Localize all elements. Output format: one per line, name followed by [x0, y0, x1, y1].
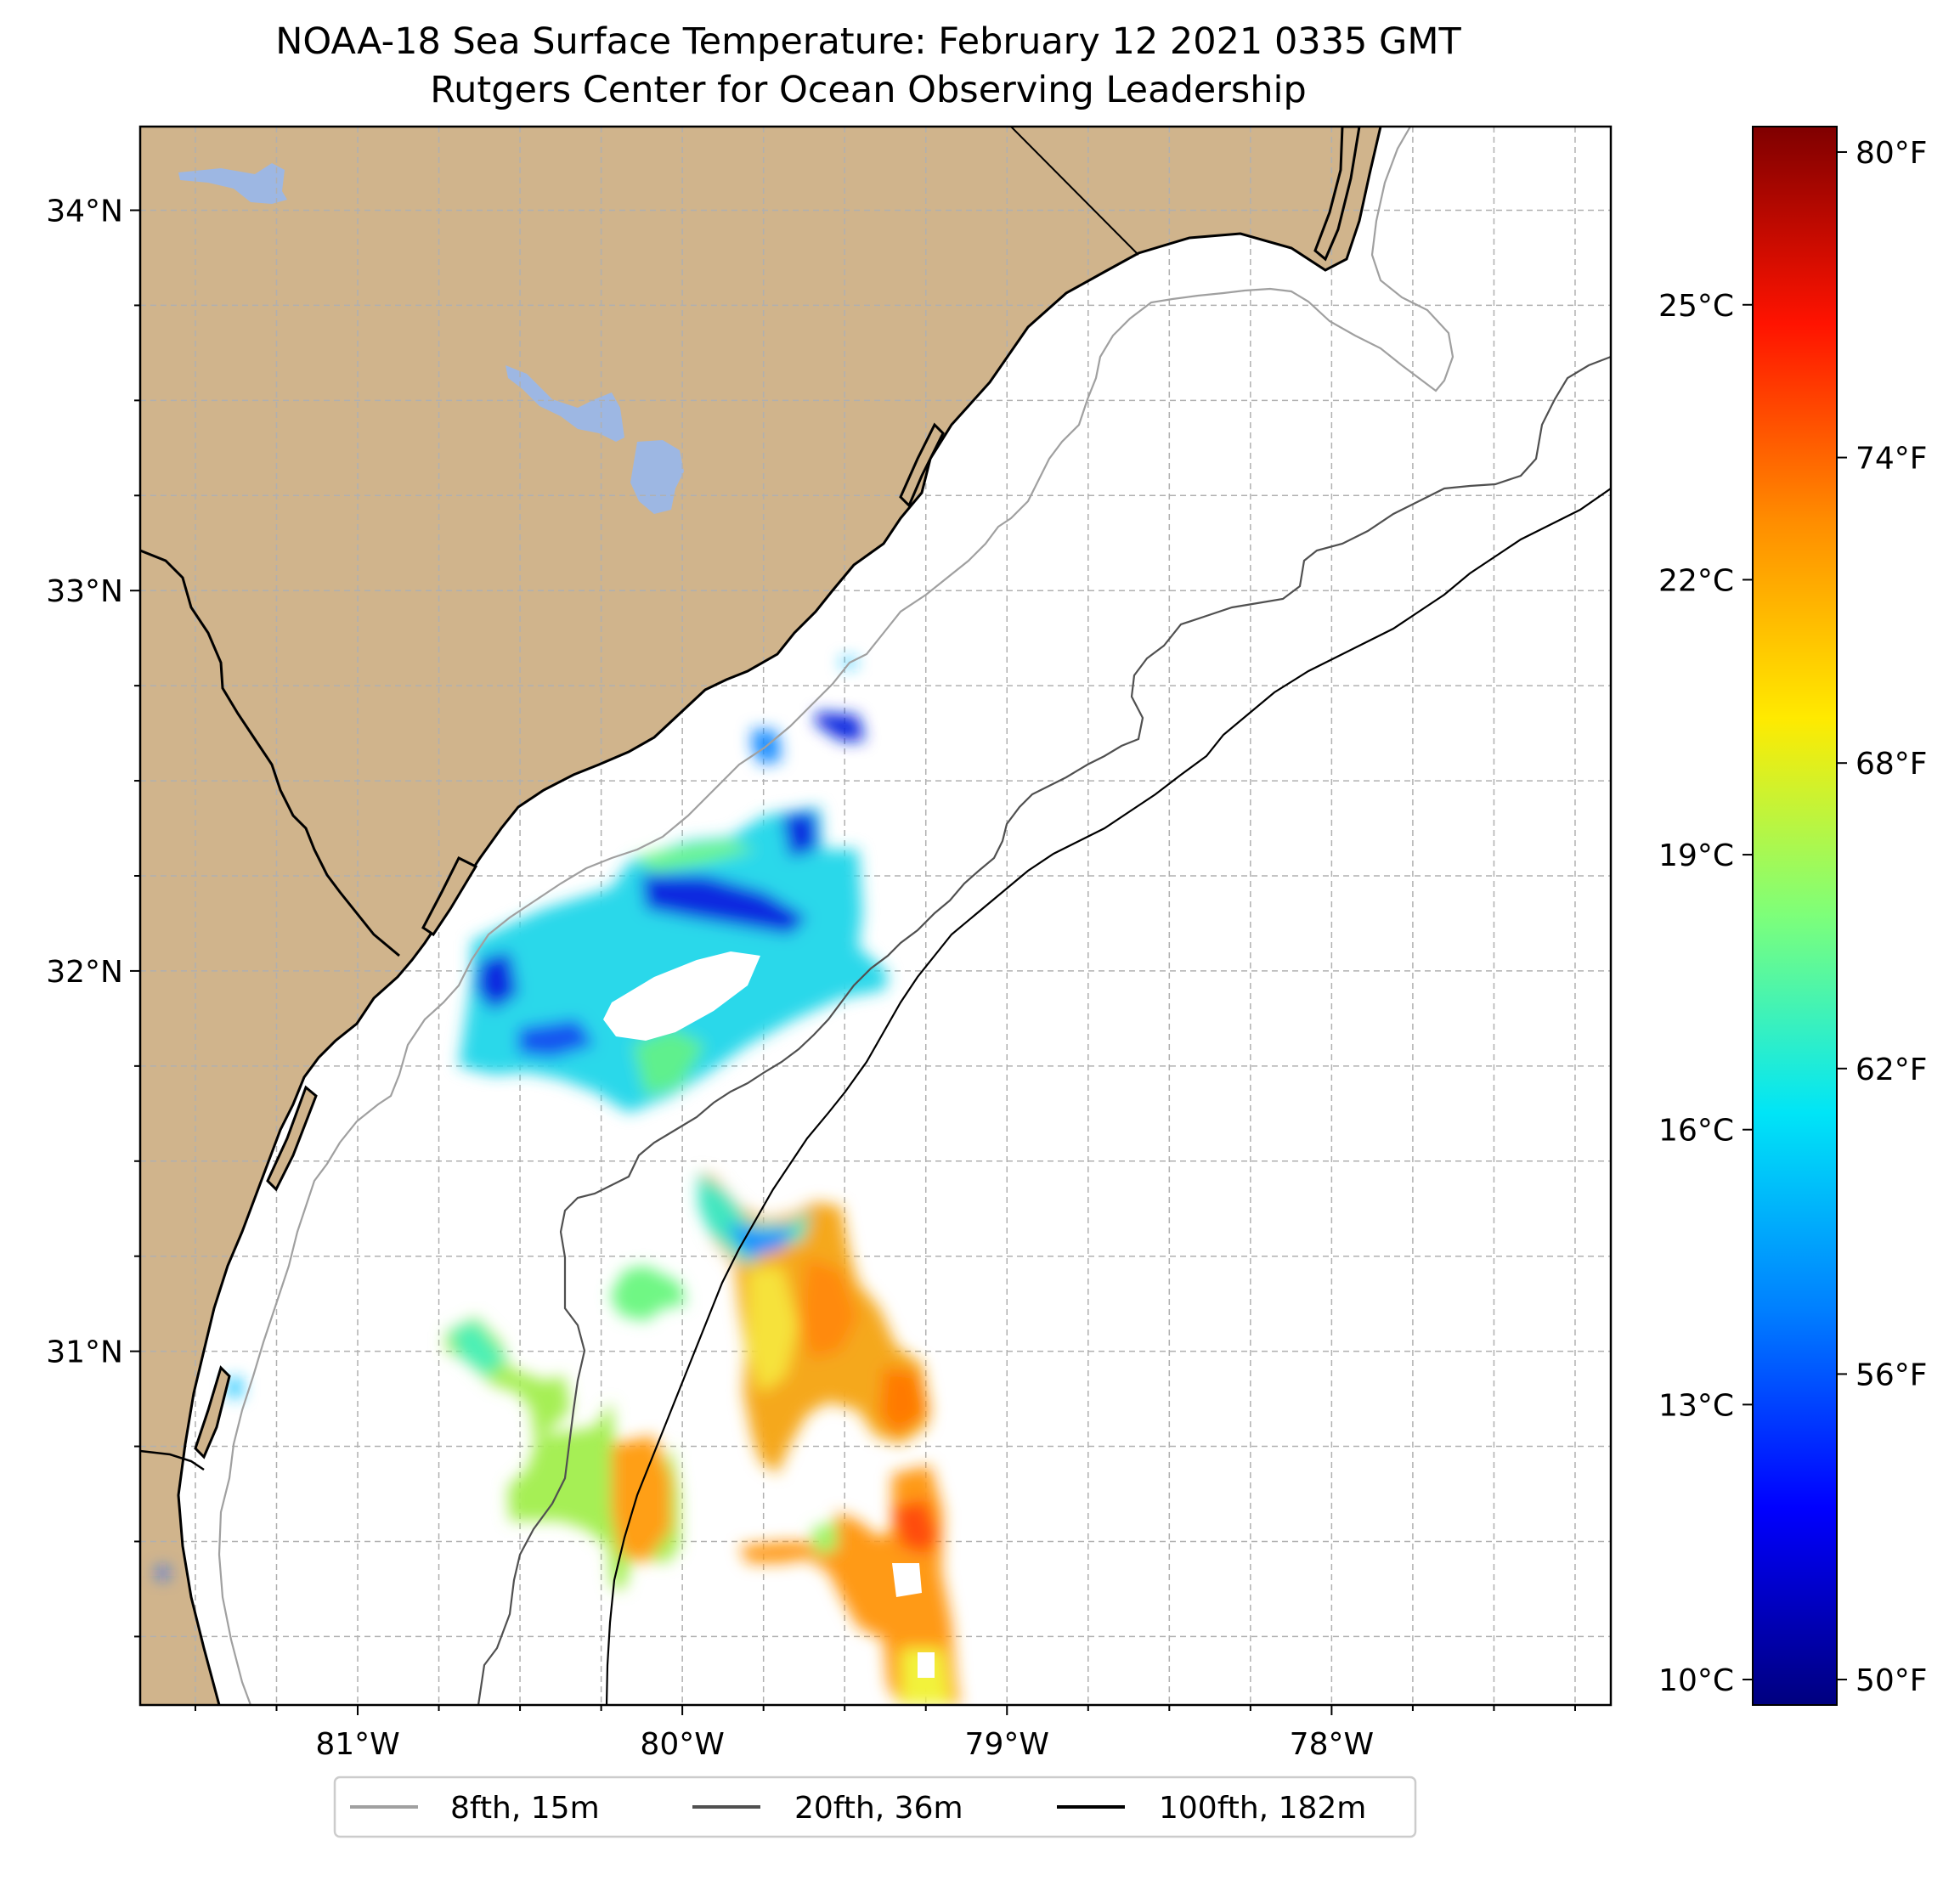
lon-label-78w: 78°W: [1290, 1727, 1374, 1762]
sst-orange-core-e: [879, 1368, 926, 1436]
isobath-100fth: [605, 488, 1611, 1705]
land-coast: [140, 127, 1381, 1705]
state-border-sc-ga: [140, 549, 400, 957]
barrier-islands-5: [194, 1365, 231, 1459]
sst-speck-4: [228, 1378, 242, 1397]
sst-yellow-south: [748, 1266, 799, 1393]
legend: 8fth, 15m 20fth, 36m 100fth, 182m: [333, 1776, 1417, 1838]
lake-north: [178, 163, 287, 204]
cb-c-25: 25°C: [1658, 289, 1734, 324]
barrier-islands-2: [899, 422, 945, 508]
sst-speck-5: [157, 1567, 168, 1578]
colorbar-bar: [1752, 126, 1838, 1706]
figure-title: NOAA-18 Sea Surface Temperature: Februar…: [275, 20, 1461, 63]
barrier-islands-3: [421, 855, 478, 937]
cb-f-56: 56°F: [1856, 1358, 1928, 1392]
lon-label-81w: 81°W: [315, 1727, 399, 1762]
map-area: [140, 127, 1611, 1705]
cb-c-22: 22°C: [1658, 563, 1734, 598]
lon-label-79w: 79°W: [965, 1727, 1049, 1762]
isobath-8fth: [217, 127, 1454, 1705]
map-frame: [138, 125, 1613, 1707]
lat-label-33n: 33°N: [46, 574, 123, 609]
lat-label-32n: 32°N: [46, 955, 123, 990]
cb-c-19: 19°C: [1658, 838, 1734, 873]
cb-f-50: 50°F: [1856, 1663, 1928, 1698]
state-border-ga-fl: [140, 1449, 205, 1471]
legend-box: [333, 1776, 1417, 1838]
sst-data-layer: [157, 658, 960, 1705]
cb-c-10: 10°C: [1658, 1663, 1734, 1698]
lon-label-80w: 80°W: [640, 1727, 724, 1762]
sst-gap-se: [892, 1563, 922, 1597]
sst-gap-se-2: [918, 1652, 935, 1678]
coastline: [177, 127, 1382, 1705]
sst-cool-se: [811, 1521, 837, 1555]
isobath-20fth: [477, 355, 1611, 1705]
lon-axis: 81°W 80°W 79°W 78°W: [315, 1727, 1374, 1762]
legend-label-20fth: 20fth, 36m: [794, 1791, 963, 1826]
legend-label-100fth: 100fth, 182m: [1159, 1791, 1366, 1826]
sst-orange-core-s: [799, 1257, 858, 1359]
sst-core-cold-4: [782, 811, 817, 858]
sst-warm-edge-north-2: [633, 1028, 705, 1096]
cb-f-74: 74°F: [1856, 442, 1928, 477]
sst-speck-1: [816, 712, 865, 741]
cb-f-62: 62°F: [1856, 1053, 1928, 1087]
colorbar-celsius-ticks: [1743, 303, 1753, 1681]
lat-axis: 34°N 33°N 32°N 31°N: [46, 194, 123, 1369]
cb-c-13: 13°C: [1658, 1388, 1734, 1423]
barrier-islands: [1313, 127, 1361, 262]
cb-f-68: 68°F: [1856, 747, 1928, 782]
cb-c-16: 16°C: [1658, 1114, 1734, 1149]
lat-label-31n: 31°N: [46, 1335, 123, 1370]
barrier-islands-4: [266, 1085, 318, 1192]
lat-label-34n: 34°N: [46, 194, 123, 229]
sst-core-cold-3: [518, 1019, 595, 1058]
sst-cool-sw: [450, 1321, 506, 1376]
sst-core-cold-2: [476, 951, 518, 1011]
sst-red-core-se: [892, 1499, 939, 1555]
sst-patch-small-w: [610, 1266, 686, 1321]
state-border-nc-sc: [1010, 127, 1139, 256]
sst-warm-edge-north: [633, 841, 756, 871]
sst-cold-south-top: [726, 1223, 794, 1257]
sst-gap-north: [603, 951, 760, 1041]
cb-f-80: 80°F: [1856, 136, 1928, 171]
figure-subtitle: Rutgers Center for Ocean Observing Leade…: [430, 69, 1307, 111]
colorbar: 25°C 22°C 19°C 16°C 13°C 10°C 80°F 74°F …: [1658, 126, 1928, 1706]
sst-core-cold-1: [641, 875, 807, 934]
axis-ticks: [130, 209, 1576, 1715]
colorbar-fahrenheit-ticks: [1837, 150, 1847, 1681]
legend-label-8fth: 8fth, 15m: [450, 1791, 600, 1826]
lake-marion: [506, 365, 624, 442]
